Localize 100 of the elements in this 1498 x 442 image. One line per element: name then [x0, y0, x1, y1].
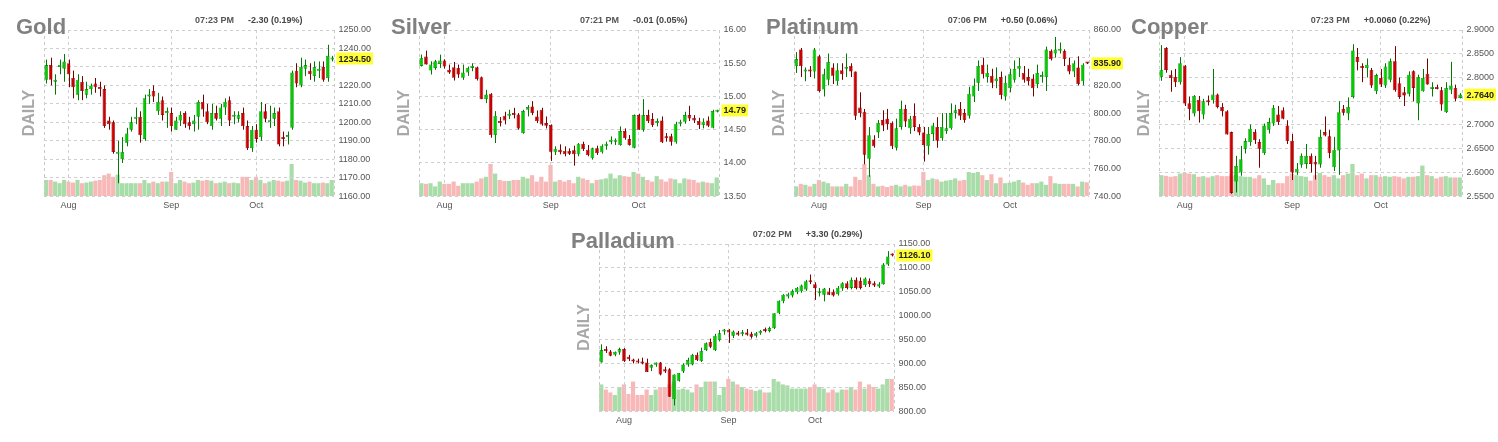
bar [204, 180, 209, 196]
y-tick-label: 1160.00 [338, 190, 371, 201]
bar [1387, 176, 1392, 196]
bar [730, 381, 735, 411]
bar [325, 183, 330, 196]
y-axis-title: DAILY [770, 89, 788, 137]
bar [780, 384, 785, 411]
y-tick-label: 1220.00 [338, 79, 372, 90]
text: +3.30 (0.29%) [805, 229, 863, 239]
bar [875, 186, 881, 196]
bar [258, 180, 263, 196]
bar [75, 180, 80, 196]
candlestick [1327, 129, 1332, 159]
candlestick [1168, 69, 1173, 93]
bar [1196, 176, 1201, 196]
annotation: 1126.10 [898, 250, 931, 261]
bar [1457, 177, 1462, 196]
bar [155, 183, 160, 196]
bar [762, 392, 767, 411]
bar [437, 181, 442, 196]
bar [812, 384, 817, 411]
bar [721, 387, 726, 411]
bar [200, 180, 205, 196]
candlestick [120, 136, 124, 164]
y-tick-label: 1100.00 [898, 262, 931, 273]
candlestick [1173, 68, 1178, 88]
bar [1191, 174, 1197, 196]
candlestick [1196, 95, 1201, 124]
bar [106, 173, 111, 196]
bar [1224, 176, 1229, 196]
candlestick [912, 102, 917, 132]
bar [594, 180, 599, 196]
bar [1007, 182, 1012, 196]
candlestick [830, 62, 835, 85]
bar [1168, 176, 1173, 196]
bar [608, 173, 613, 196]
chart-title: Copper [1131, 14, 1209, 39]
bar [962, 180, 967, 196]
y-tick-label: 16.00 [723, 24, 747, 35]
y-tick-label: 740.00 [1093, 190, 1121, 201]
bar [1373, 175, 1378, 196]
bar [493, 173, 498, 196]
bar [857, 381, 863, 411]
bar [686, 179, 692, 196]
bar [785, 385, 790, 411]
bar [830, 186, 835, 196]
bar [1452, 177, 1458, 196]
bar [889, 379, 894, 411]
bar [1066, 183, 1071, 196]
bar [1084, 182, 1089, 196]
bar [689, 392, 695, 411]
candlestick [944, 112, 949, 135]
bar [1382, 176, 1388, 196]
candlestick [245, 119, 250, 151]
chart-subtitle: 07:23 PM [1310, 15, 1350, 25]
bar [1340, 175, 1346, 196]
bar [298, 180, 303, 196]
candlestick [66, 59, 71, 88]
bar [934, 179, 940, 196]
chart-subtitle: 07:21 PM [579, 15, 619, 25]
y-tick-label: 780.00 [1093, 135, 1121, 146]
bar [658, 387, 663, 411]
bar [302, 182, 308, 196]
bar [1438, 176, 1444, 196]
bar [825, 183, 831, 196]
y-tick-label: 15.50 [723, 57, 747, 68]
bar [835, 392, 840, 411]
text: +0.50 (0.06%) [1000, 15, 1058, 25]
y-tick-label: 2.5500 [1466, 190, 1494, 201]
y-tick-label: 1170.00 [338, 172, 371, 183]
chart-title: Palladium [571, 228, 675, 253]
bar [630, 381, 636, 411]
bar [1247, 176, 1253, 196]
bar [240, 176, 245, 196]
bar [821, 181, 826, 196]
x-tick-label: Aug [615, 415, 633, 426]
bar [617, 387, 622, 411]
bar [423, 183, 429, 196]
candlestick [976, 59, 980, 92]
bar [631, 172, 636, 196]
bar [48, 180, 53, 196]
bar [989, 174, 994, 196]
bar [844, 389, 849, 411]
bar [1210, 176, 1215, 196]
bar [1052, 183, 1058, 196]
bar [562, 181, 567, 196]
bar [1354, 175, 1360, 196]
bar [128, 183, 134, 196]
chart-title: Platinum [766, 14, 859, 39]
bar [691, 180, 696, 196]
candlestick [1369, 67, 1374, 89]
candlestick [1238, 145, 1243, 177]
y-tick-label: 860.00 [1093, 24, 1121, 35]
annotation: 835.90 [1093, 58, 1121, 69]
y-tick-label: 820.00 [1093, 79, 1121, 90]
bar [1252, 178, 1257, 196]
bar [682, 178, 687, 196]
bar [474, 181, 479, 196]
candlestick [994, 66, 999, 89]
bar [262, 183, 267, 196]
